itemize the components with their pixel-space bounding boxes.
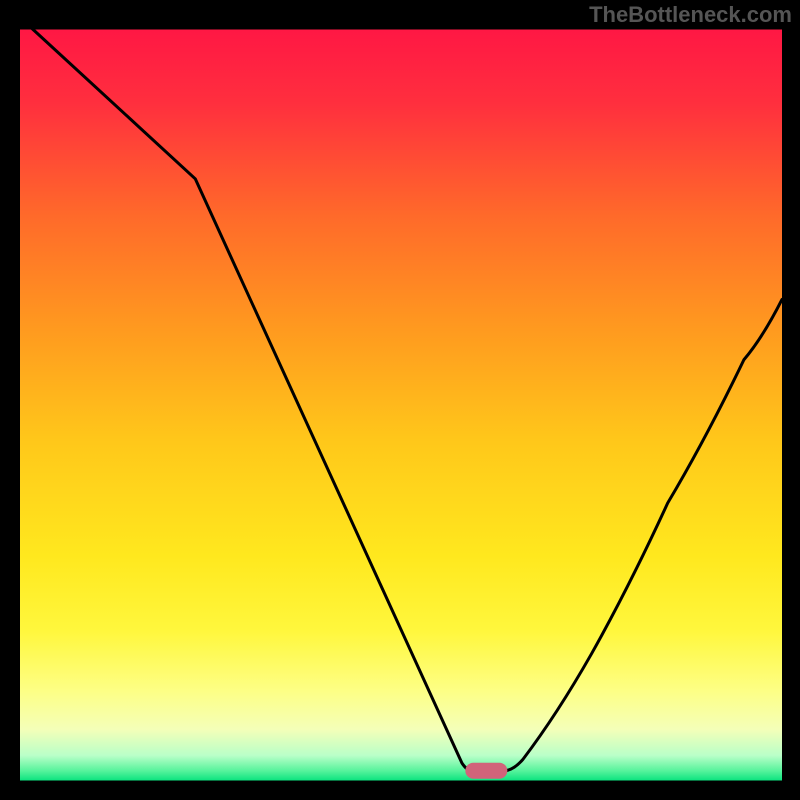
bottleneck-chart (0, 0, 800, 800)
watermark-text: TheBottleneck.com (589, 2, 792, 28)
plot-background (20, 28, 782, 782)
optimum-marker (465, 763, 507, 779)
